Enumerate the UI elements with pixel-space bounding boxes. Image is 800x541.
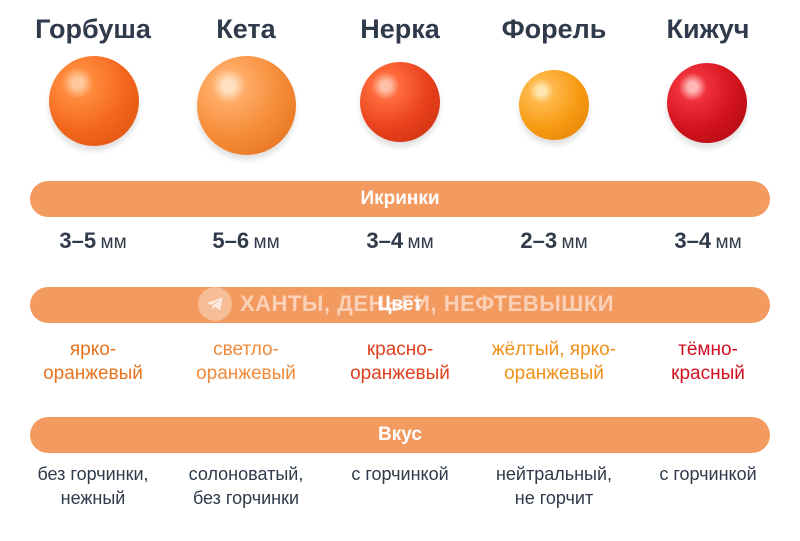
section-bar-taste: Вкус bbox=[30, 417, 770, 453]
taste-text: с горчинкой bbox=[659, 464, 757, 484]
taste-text: с горчинкой bbox=[351, 464, 449, 484]
egg-color-text: ярко- оранжевый bbox=[43, 339, 143, 384]
egg-size: 2–3 мм bbox=[520, 228, 588, 253]
egg-icon bbox=[49, 56, 139, 146]
fish-name: Кета bbox=[216, 14, 276, 44]
egg-icon bbox=[519, 70, 589, 140]
section-bar-size: Икринки bbox=[30, 181, 770, 217]
fish-name: Кижуч bbox=[666, 14, 750, 44]
egg-color-text: жёлтый, ярко- оранжевый bbox=[491, 339, 617, 384]
fish-name: Нерка bbox=[360, 14, 440, 44]
egg-color-text: красно- оранжевый bbox=[350, 339, 450, 384]
egg-icon bbox=[360, 62, 440, 142]
taste-text: солоноватый, без горчинки bbox=[188, 464, 304, 508]
taste-text: без горчинки, нежный bbox=[37, 464, 149, 508]
egg-size: 3–4 мм bbox=[366, 228, 434, 253]
section-bar-color: Цвет bbox=[30, 287, 770, 323]
egg-icon bbox=[667, 63, 747, 143]
egg-color-text: тёмно- красный bbox=[671, 339, 745, 384]
taste-text: нейтральный, не горчит bbox=[495, 464, 613, 508]
fish-name: Горбуша bbox=[35, 14, 151, 44]
egg-size: 3–4 мм bbox=[674, 228, 742, 253]
egg-size: 5–6 мм bbox=[212, 228, 280, 253]
egg-color-text: светло- оранжевый bbox=[196, 339, 296, 384]
fish-name: Форель bbox=[501, 14, 607, 44]
egg-size: 3–5 мм bbox=[59, 228, 127, 253]
egg-icon bbox=[197, 56, 296, 155]
